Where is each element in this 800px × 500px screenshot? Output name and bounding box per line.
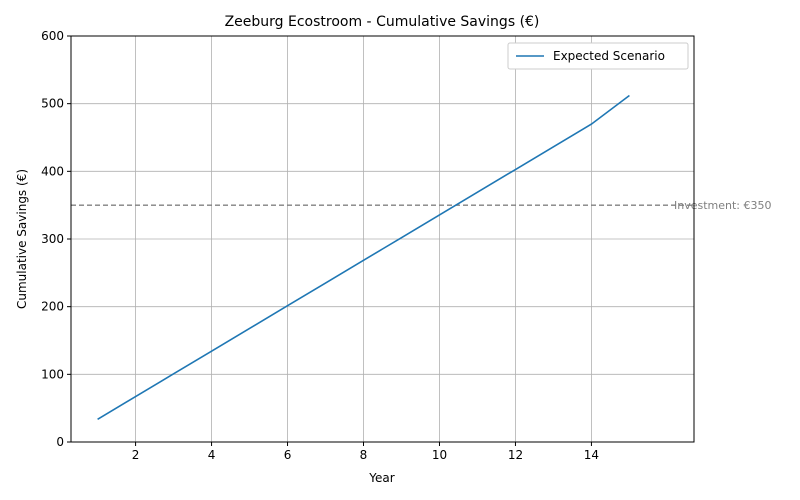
series-lines <box>97 94 630 420</box>
y-axis-label: Cumulative Savings (€) <box>15 169 29 309</box>
x-tick-label: 8 <box>360 448 368 462</box>
x-tick-label: 12 <box>508 448 523 462</box>
legend: Expected Scenario <box>507 42 689 70</box>
x-tick-label: 2 <box>132 448 140 462</box>
x-tick-label: 10 <box>432 448 447 462</box>
investment-annotation: Investment: €350 <box>674 199 772 212</box>
reference-line-group: Investment: €350 <box>71 199 772 212</box>
y-tick-label: 500 <box>41 97 64 111</box>
legend-box <box>507 42 689 70</box>
x-axis-label: Year <box>368 471 394 485</box>
legend-label: Expected Scenario <box>553 49 665 63</box>
chart-title: Zeeburg Ecostroom - Cumulative Savings (… <box>225 14 540 30</box>
x-tick-label: 4 <box>208 448 216 462</box>
series-line-expected-scenario <box>97 94 630 420</box>
y-tick-label: 100 <box>41 367 64 381</box>
x-tick-label: 6 <box>284 448 292 462</box>
y-tick-label: 200 <box>41 300 64 314</box>
y-tick-label: 300 <box>41 232 64 246</box>
y-tick-label: 600 <box>41 29 64 43</box>
y-tick-label: 400 <box>41 164 64 178</box>
x-tick-label: 14 <box>584 448 599 462</box>
y-ticks: 0 100 200 300 400 500 600 <box>41 29 71 449</box>
y-tick-label: 0 <box>56 435 64 449</box>
grid-lines <box>71 35 694 443</box>
x-ticks: 2 4 6 8 10 12 14 <box>132 442 599 462</box>
